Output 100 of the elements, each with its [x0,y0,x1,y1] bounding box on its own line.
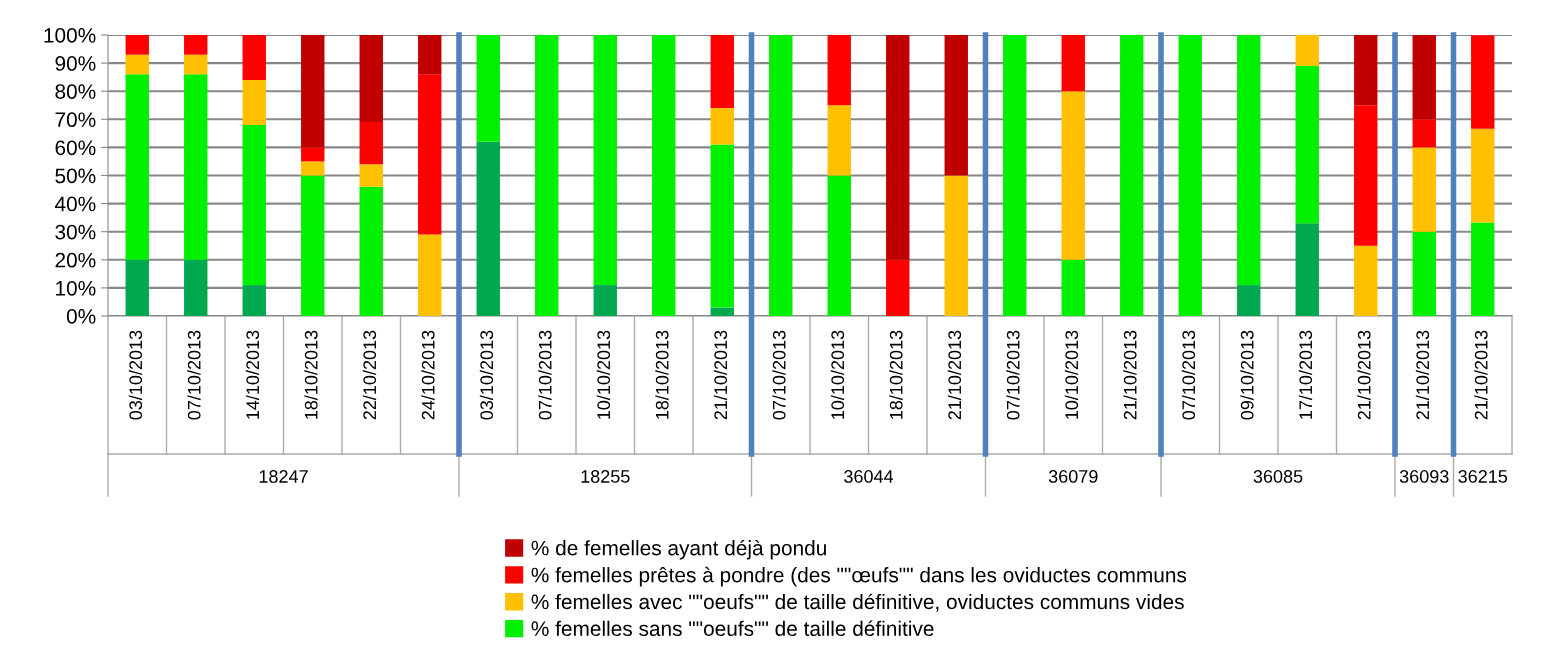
bar [359,35,383,123]
bar [418,74,442,235]
bar [359,164,383,187]
bar [710,144,734,308]
bar [1237,285,1261,316]
x-tick-label: 17/10/2013 [1298,330,1313,419]
text: 36215 [1458,470,1508,483]
bar [184,259,208,316]
bar [301,161,325,176]
bar [944,35,968,176]
bar [1295,223,1319,316]
y-tick-label: 10% [56,280,96,296]
bar [1354,35,1378,106]
x-tick-label: 07/10/2013 [187,330,201,420]
bar [827,35,851,106]
x-tick-label: 24/10/2013 [421,330,435,420]
y-tick-label: 100% [44,28,96,43]
bar [242,79,266,125]
y-tick-label: 40% [54,196,96,212]
y-tick-label: 20% [55,252,96,268]
bar [301,35,325,148]
bar [769,35,793,316]
bar [1412,119,1436,148]
x-tick-label: 22/10/2013 [362,330,377,420]
bar [1178,35,1202,316]
bar [1295,65,1319,224]
bar [1003,35,1027,316]
bar [1120,35,1144,316]
bar [125,35,149,55]
x-tick-label: 09/10/2013 [1240,330,1254,420]
bar [710,35,734,109]
text: 18255 [581,470,630,483]
bar [827,175,851,316]
bar [652,35,676,316]
bar [1061,91,1085,260]
x-tick-label: 21/10/2013 [1357,330,1371,420]
bar [301,147,325,162]
x-tick-label: 18/10/2013 [655,330,669,419]
bar [184,74,208,260]
bar [301,175,325,316]
bar [418,35,442,75]
y-tick-label: 0% [66,309,96,324]
bar [125,259,149,316]
text: 36085 [1253,470,1303,483]
bar [184,54,208,75]
text: 36079 [1048,470,1098,483]
bar [1354,105,1378,246]
bar [1412,35,1436,120]
text: 36044 [844,470,894,483]
bar [1471,128,1495,223]
x-tick-label: 14/10/2013 [245,330,260,419]
y-tick-label: 30% [55,224,96,240]
x-tick-label: 21/10/2013 [1415,330,1430,420]
bar [242,285,266,316]
x-tick-label: 07/10/2013 [1181,330,1196,420]
bar [710,108,734,145]
bar [242,35,266,80]
x-tick-label: 10/10/2013 [596,330,611,419]
bar [1061,35,1085,92]
bar [125,54,149,75]
bar [1412,147,1436,232]
bar [535,35,559,316]
bar [886,259,910,316]
x-tick-label: 21/10/2013 [713,330,728,420]
x-tick-label: 03/10/2013 [479,330,494,420]
y-tick-label: 80% [55,84,96,99]
x-tick-label: 07/10/2013 [538,330,552,420]
bar [242,124,266,286]
bar [944,175,968,316]
text: 36093 [1399,470,1449,483]
x-tick-label: 18/10/2013 [889,330,903,419]
text: 18247 [259,470,308,483]
x-tick-label: 10/10/2013 [830,330,845,419]
bar [1295,35,1319,66]
x-tick-label: 07/10/2013 [772,330,786,420]
x-tick-label: 21/10/2013 [1474,330,1488,420]
bar [184,35,208,55]
x-tick-label: 18/10/2013 [304,330,318,419]
y-tick-label: 70% [55,112,96,128]
bar [359,122,383,165]
bar [593,35,617,286]
legend-label: % femelles avec ""oeufs"" de taille définitive, oviductes communs vides [531,593,1184,612]
bar [827,105,851,176]
bar [1412,231,1436,316]
x-tick-label: 07/10/2013 [1006,330,1020,420]
bar [1061,259,1085,316]
y-tick-label: 90% [55,56,96,71]
bar [593,285,617,316]
bar [476,141,500,316]
x-tick-label: 03/10/2013 [128,330,143,420]
legend-label: % femelles prêtes à pondre (des ""œufs"" dans les oviductes communs [531,566,1187,587]
bar [418,234,442,316]
bar [710,307,734,316]
bar [359,186,383,316]
bar [886,35,910,260]
bar [1354,245,1378,316]
legend-label: % de femelles ayant déjà pondu [531,539,826,560]
bar [125,74,149,260]
bar [1471,222,1495,316]
bar [1237,35,1261,286]
